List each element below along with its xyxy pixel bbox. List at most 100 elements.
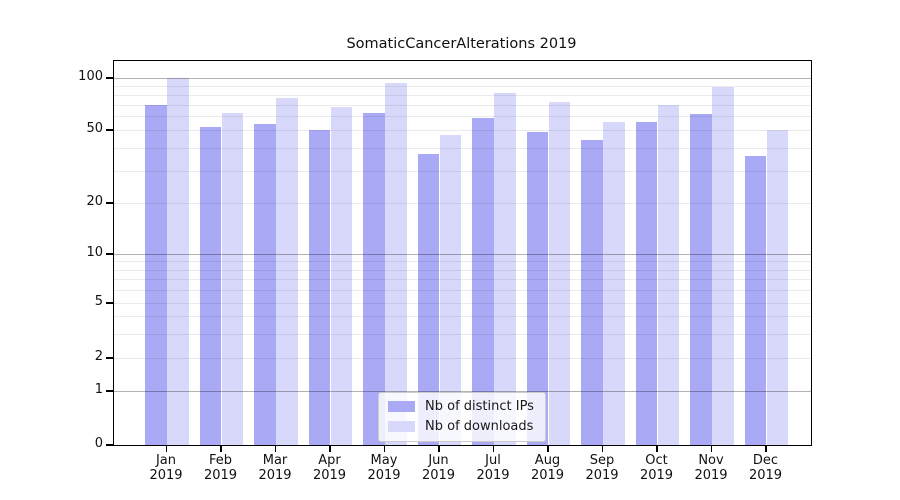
legend-item-downloads: Nb of downloads [388,419,534,434]
x-tick-mark-oct [656,446,658,452]
bar-downloads-jan [167,78,189,445]
legend-label-distinct-ips: Nb of distinct IPs [425,399,534,414]
bar-distinct-ips-oct [635,121,658,445]
x-tick-year: 2019 [149,468,183,483]
gridline-7 [114,279,811,281]
x-tick-month: Aug [534,453,561,468]
bar-distinct-ips-apr [308,130,331,445]
x-tick-month: Dec [752,453,779,468]
x-tick-mark-feb [220,446,222,452]
bar-distinct-ips-nov [690,113,712,445]
x-tick-year: 2019 [367,468,401,483]
plot-area: Nb of distinct IPs Nb of downloads [113,60,812,446]
x-tick-label-nov: Nov 2019 [679,453,743,483]
bar-downloads-oct [657,104,680,445]
bar-distinct-ips-sep [581,140,603,445]
legend-item-distinct-ips: Nb of distinct IPs [388,399,534,414]
gridline-50 [114,130,811,131]
bar-distinct-ips-jul [472,117,494,445]
legend-swatch-downloads [388,421,415,432]
x-tick-mark-sep [601,446,603,452]
x-tick-label-jun: Jun 2019 [407,453,471,483]
x-tick-month: Apr [318,453,341,468]
x-tick-label-jan: Jan 2019 [134,453,198,483]
legend-label-downloads: Nb of downloads [425,419,534,434]
x-tick-label-oct: Oct 2019 [625,453,689,483]
gridline-2 [114,358,811,359]
y-tick-label-100: 100 [78,69,103,84]
bar-downloads-nov [712,86,734,445]
x-tick-label-may: May 2019 [352,453,416,483]
bar-distinct-ips-dec [744,156,767,445]
x-tick-year: 2019 [639,468,674,483]
y-tick-mark-1 [106,390,113,392]
x-tick-label-feb: Feb 2019 [189,453,253,483]
x-tick-label-dec: Dec 2019 [734,453,798,483]
bar-downloads-feb [221,112,244,445]
legend: Nb of distinct IPs Nb of downloads [378,392,546,442]
y-tick-mark-0 [106,444,113,446]
bar-downloads-dec [766,130,789,445]
bar-downloads-sep [603,121,625,445]
x-tick-month: Nov [698,453,724,468]
legend-swatch-distinct-ips [388,401,415,412]
x-tick-label-mar: Mar 2019 [243,453,307,483]
gridline-9 [114,261,811,263]
gridline-60 [114,116,811,118]
x-tick-year: 2019 [694,468,728,483]
x-tick-label-sep: Sep 2019 [570,453,634,483]
bar-downloads-aug [548,101,571,445]
gridline-5 [114,303,811,304]
x-tick-year: 2019 [312,468,347,483]
x-tick-year: 2019 [476,468,510,483]
x-tick-mark-jul [492,446,494,452]
x-tick-month: Jun [428,453,449,468]
bars-layer [114,61,811,445]
y-tick-label-1: 1 [94,382,103,397]
bar-downloads-may [385,83,407,445]
y-tick-label-0: 0 [94,436,103,451]
y-tick-label-50: 50 [86,121,103,136]
gridline-3 [114,333,811,335]
x-tick-year: 2019 [203,468,238,483]
gridline-8 [114,269,811,271]
chart-title: SomaticCancerAlterations 2019 [346,36,577,52]
x-tick-month: Sep [589,453,615,468]
x-tick-month: Jul [485,453,501,468]
gridline-70 [114,104,811,106]
y-tick-mark-5 [106,302,113,304]
x-tick-label-apr: Apr 2019 [298,453,362,483]
x-tick-year: 2019 [421,468,456,483]
x-tick-mark-dec [765,446,767,452]
x-tick-label-jul: Jul 2019 [461,453,525,483]
y-tick-mark-10 [106,253,113,255]
y-tick-label-10: 10 [86,245,103,260]
y-tick-mark-2 [106,357,113,359]
x-tick-mark-mar [274,446,276,452]
x-tick-mark-may [383,446,385,452]
x-tick-mark-jun [438,446,440,452]
x-tick-month: Jan [155,453,177,468]
bar-distinct-ips-may [363,112,385,445]
x-tick-mark-aug [547,446,549,452]
bar-downloads-jul [494,92,516,445]
x-tick-mark-nov [710,446,712,452]
bar-distinct-ips-mar [254,124,276,445]
bar-downloads-mar [276,97,298,445]
bar-downloads-apr [330,106,353,445]
x-tick-mark-jan [165,446,167,452]
y-tick-label-20: 20 [86,194,103,209]
gridline-4 [114,316,811,318]
y-tick-mark-100 [106,77,113,79]
gridline-90 [114,85,811,87]
x-tick-year: 2019 [748,468,783,483]
gridline-100 [114,78,811,79]
bar-distinct-ips-jan [145,104,167,445]
x-tick-month: May [370,453,398,468]
gridline-1 [114,391,811,392]
x-tick-year: 2019 [258,468,292,483]
y-tick-label-5: 5 [94,294,103,309]
x-tick-mark-apr [329,446,331,452]
bar-distinct-ips-feb [199,127,222,445]
